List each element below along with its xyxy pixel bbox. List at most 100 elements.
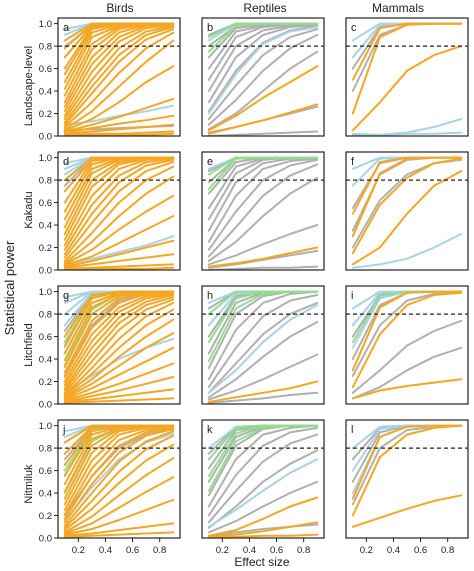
series-line-grey bbox=[207, 480, 319, 534]
series-line-orange bbox=[63, 291, 175, 383]
series-line-orange bbox=[63, 123, 175, 135]
series-group bbox=[63, 22, 175, 136]
series-line-blue bbox=[63, 432, 175, 523]
series-line-blue bbox=[351, 131, 463, 136]
series-line-orange bbox=[63, 31, 175, 128]
y-tick-label: 0.4 bbox=[39, 221, 52, 232]
series-line-blue bbox=[351, 290, 463, 327]
series-group bbox=[63, 290, 175, 404]
series-line-orange bbox=[63, 97, 175, 133]
series-line-orange bbox=[351, 290, 463, 372]
series-line-blue bbox=[63, 104, 175, 126]
series-line-grey bbox=[207, 433, 319, 524]
series-line-orange bbox=[63, 294, 175, 390]
series-line-orange bbox=[351, 45, 463, 132]
series-line-orange bbox=[63, 24, 175, 121]
series-line-grey bbox=[207, 353, 319, 401]
panel-frame bbox=[201, 151, 325, 271]
series-line-orange bbox=[63, 215, 175, 267]
series-line-grey bbox=[207, 176, 319, 262]
series-line-orange bbox=[63, 23, 175, 117]
series-line-orange bbox=[63, 434, 175, 529]
series-line-orange bbox=[63, 239, 175, 268]
series-line-grey bbox=[207, 391, 319, 404]
series-line-orange bbox=[63, 158, 175, 256]
series-line-orange bbox=[63, 298, 175, 394]
series-group bbox=[63, 156, 175, 270]
panel-frame bbox=[345, 17, 469, 137]
series-line-grey bbox=[207, 163, 319, 258]
series-line-orange bbox=[351, 494, 463, 528]
series-line-orange bbox=[63, 28, 175, 126]
series-line-orange bbox=[63, 301, 175, 396]
series-line-orange bbox=[63, 376, 175, 403]
y-tick-label: 0.2 bbox=[39, 377, 52, 388]
series-line-orange bbox=[207, 521, 319, 538]
panel-frame bbox=[57, 151, 181, 271]
series-line-orange bbox=[63, 263, 175, 270]
series-line-orange bbox=[207, 496, 319, 537]
x-tick-label: 0.8 bbox=[153, 545, 166, 556]
panel-frame bbox=[345, 285, 469, 405]
series-line-orange bbox=[63, 430, 175, 527]
series-line-orange bbox=[351, 156, 463, 238]
series-line-orange bbox=[63, 157, 175, 251]
panel-frame bbox=[57, 17, 181, 137]
series-line-orange bbox=[63, 457, 175, 534]
x-tick-label: 0.2 bbox=[72, 545, 85, 556]
series-line-grey bbox=[207, 249, 319, 269]
series-line-orange bbox=[63, 426, 175, 520]
panel-h: h bbox=[201, 285, 325, 405]
row-title-litchfield: Litchfield bbox=[23, 323, 35, 366]
series-line-grey bbox=[207, 301, 319, 394]
y-tick-label: 0.2 bbox=[39, 109, 52, 120]
series-group bbox=[207, 22, 319, 136]
series-line-orange bbox=[207, 380, 319, 403]
panel-b: b bbox=[201, 17, 325, 137]
series-line-orange bbox=[63, 175, 175, 265]
series-line-green bbox=[207, 156, 319, 191]
y-tick-label: 0.6 bbox=[39, 332, 52, 343]
series-line-grey bbox=[207, 426, 319, 517]
series-line-orange bbox=[63, 266, 175, 270]
panel-frame bbox=[201, 17, 325, 137]
series-line-orange bbox=[63, 397, 175, 404]
series-line-grey bbox=[207, 294, 319, 389]
series-line-grey bbox=[207, 130, 319, 136]
series-line-grey bbox=[207, 22, 319, 92]
y-tick-label: 0.4 bbox=[39, 87, 52, 98]
row-title-landscape: Landscape-level bbox=[23, 46, 35, 126]
series-line-orange bbox=[63, 443, 175, 532]
panel-label: k bbox=[207, 424, 213, 436]
y-tick-label: 1.0 bbox=[39, 421, 52, 432]
series-group bbox=[207, 290, 319, 404]
panel-f: f bbox=[345, 151, 469, 271]
row-title-kakadu: Kakadu bbox=[23, 191, 35, 228]
y-tick-label: 0.0 bbox=[39, 400, 52, 411]
panel-label: e bbox=[207, 156, 213, 168]
series-line-orange bbox=[207, 246, 319, 268]
series-line-orange bbox=[207, 103, 319, 135]
series-line-blue bbox=[351, 233, 463, 269]
series-line-orange bbox=[207, 533, 319, 538]
series-line-orange bbox=[63, 428, 175, 524]
row-title-nitmiluk: Nitmiluk bbox=[23, 464, 35, 504]
column-title-reptiles: Reptiles bbox=[243, 1, 286, 15]
series-line-grey bbox=[207, 449, 319, 529]
series-line-orange bbox=[63, 156, 175, 247]
series-line-blue bbox=[207, 458, 319, 528]
series-line-grey bbox=[207, 224, 319, 266]
y-tick-label: 0.2 bbox=[39, 511, 52, 522]
panel-label: c bbox=[351, 22, 357, 34]
series-line-orange bbox=[351, 291, 463, 389]
panel-a: a 0.0 0.2 0.4 0.6 0.8 1.0 bbox=[39, 17, 181, 143]
series-line-green bbox=[207, 424, 319, 492]
panel-l: l 0.2 0.4 0.6 0.8 bbox=[345, 419, 469, 556]
series-line-orange bbox=[63, 253, 175, 269]
y-tick-label: 0.4 bbox=[39, 355, 52, 366]
x-tick-label: 0.8 bbox=[297, 545, 310, 556]
panel-grid: a 0.0 0.2 0.4 0.6 0.8 1.0 b c d 0.0 0.2 0.4 0.6 0.8 1.0… bbox=[39, 17, 469, 556]
panel-label: j bbox=[62, 424, 65, 436]
series-line-grey bbox=[207, 424, 319, 508]
series-group bbox=[351, 22, 463, 136]
